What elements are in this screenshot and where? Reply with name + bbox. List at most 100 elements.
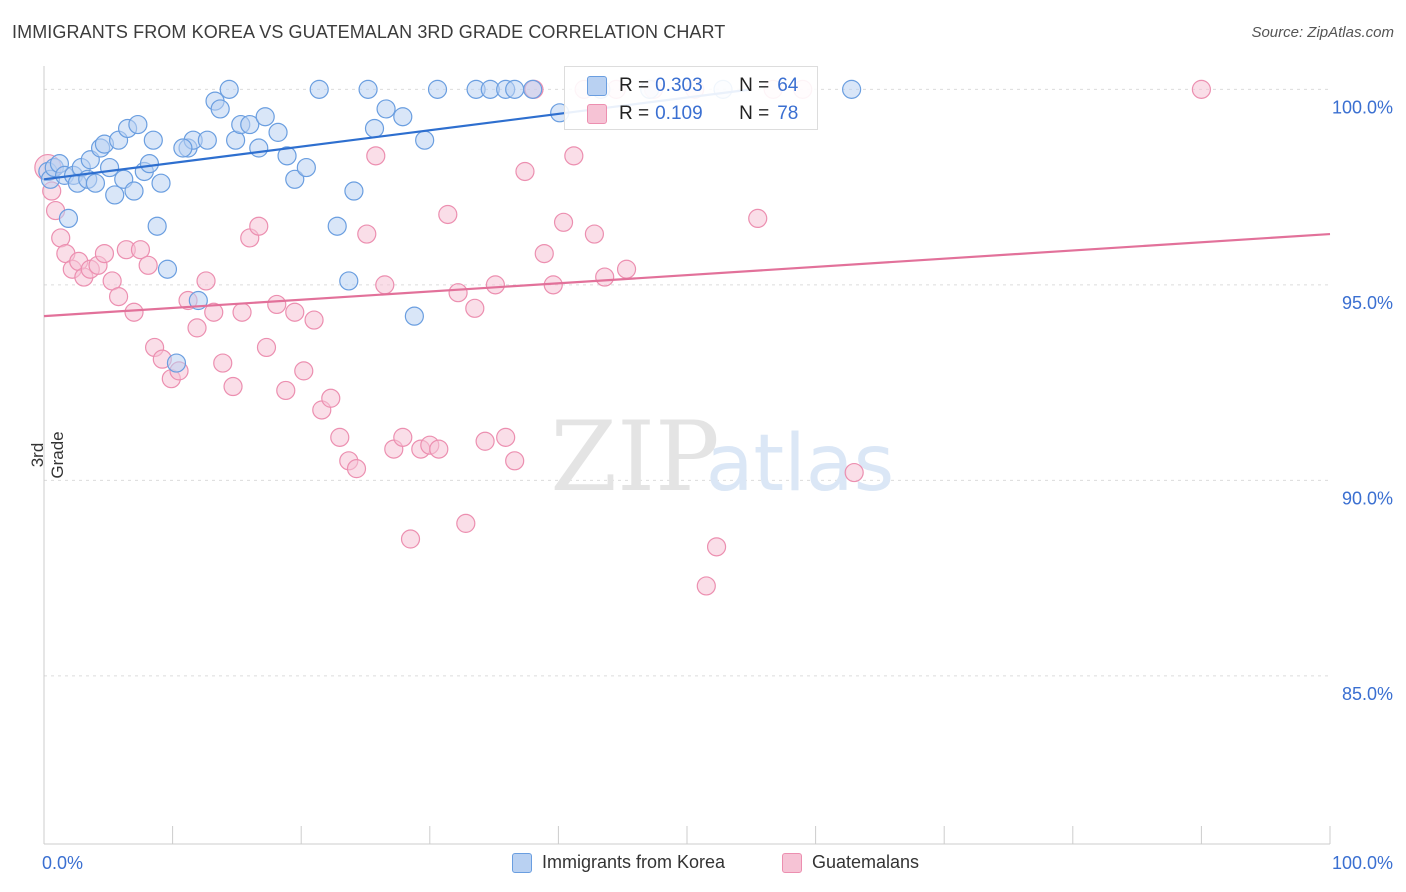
point-korea [240, 114, 260, 135]
point-guatemalan [505, 451, 525, 471]
point-guatemalan [448, 283, 468, 303]
point-guatemalan [321, 388, 341, 408]
point-guatemalan [223, 376, 243, 397]
legend-item-korea: Immigrants from Korea [512, 852, 725, 873]
legend-label-guatemalans: Guatemalans [812, 852, 920, 872]
series-guatemalans [34, 79, 1212, 596]
point-korea [344, 181, 364, 201]
chart-title: IMMIGRANTS FROM KOREA VS GUATEMALAN 3RD … [12, 22, 726, 42]
y-tick-label: 95.0% [1342, 293, 1393, 313]
point-guatemalan [564, 146, 584, 166]
point-korea [139, 154, 160, 174]
point-guatemalan [595, 267, 615, 287]
point-guatemalan [213, 353, 233, 373]
point-korea [219, 79, 239, 99]
point-guatemalan [485, 275, 505, 295]
point-guatemalan [456, 513, 476, 533]
source-label: Source: ZipAtlas.com [1251, 24, 1394, 41]
point-korea [277, 146, 297, 166]
point-guatemalan [285, 302, 305, 322]
legend-swatch-guatemalans [587, 104, 607, 124]
point-guatemalan [196, 271, 216, 291]
legend-swatch-guatemalans [782, 852, 802, 873]
watermark-atlas: atlas [706, 419, 895, 509]
point-guatemalan [515, 161, 535, 182]
point-korea [327, 216, 347, 236]
point-guatemalan [108, 287, 129, 307]
point-korea [58, 208, 79, 228]
point-korea [505, 79, 525, 99]
point-korea [105, 185, 125, 205]
r-label: R = [619, 103, 650, 124]
point-korea [268, 122, 288, 142]
point-korea [249, 138, 269, 158]
point-guatemalan [94, 243, 115, 264]
point-guatemalan [357, 224, 377, 244]
point-korea [309, 79, 329, 99]
point-guatemalan [844, 462, 864, 483]
point-korea [427, 79, 448, 99]
legend-row-guatemalans: R = 0.109 N = 78 [565, 99, 798, 129]
point-guatemalan [187, 318, 207, 338]
point-korea [296, 157, 316, 178]
point-guatemalan [204, 302, 224, 322]
point-korea [147, 216, 167, 236]
point-guatemalan [393, 427, 413, 447]
point-guatemalan [249, 216, 269, 236]
point-guatemalan [256, 337, 277, 358]
point-korea [157, 259, 178, 279]
point-korea [85, 173, 106, 193]
point-guatemalan [465, 298, 485, 318]
point-korea [364, 118, 385, 139]
point-guatemalan [496, 427, 516, 447]
point-guatemalan [429, 439, 449, 459]
point-korea [166, 353, 187, 373]
r-value: 0.109 [655, 103, 703, 124]
point-guatemalan [124, 302, 144, 322]
point-guatemalan [696, 576, 716, 596]
legend-item-guatemalans: Guatemalans [782, 852, 919, 873]
y-tick-label: 100.0% [1332, 97, 1393, 117]
point-korea [151, 173, 171, 193]
point-guatemalan [330, 427, 350, 447]
legend-row-korea: R = 0.303 N = 64 [565, 71, 798, 101]
y-tick-label: 90.0% [1342, 488, 1393, 508]
point-guatemalan [748, 208, 768, 228]
point-guatemalan [475, 431, 495, 451]
point-korea [376, 99, 396, 119]
point-korea [339, 271, 359, 291]
r-value: 0.303 [655, 75, 703, 96]
point-guatemalan [138, 255, 158, 275]
point-guatemalan [130, 240, 151, 260]
point-guatemalan [400, 529, 421, 549]
point-guatemalan [438, 204, 458, 225]
point-guatemalan [346, 459, 367, 479]
grid-lines [44, 88, 1330, 677]
point-korea [285, 169, 305, 189]
n-label: N = [739, 103, 770, 124]
trend-line-guatemalans [43, 232, 1331, 318]
legend-swatch-korea [512, 852, 532, 873]
point-guatemalan [267, 294, 287, 315]
y-tick-label: 85.0% [1342, 684, 1393, 704]
point-guatemalan [294, 361, 314, 381]
point-korea [842, 79, 862, 99]
point-guatemalan [584, 224, 605, 244]
point-korea [415, 130, 435, 150]
correlation-legend: R = 0.303 N = 64 R = 0.109 N = 78 [564, 66, 818, 130]
point-korea [197, 130, 217, 150]
n-value: 78 [777, 103, 799, 124]
point-guatemalan [276, 380, 296, 401]
point-korea [128, 114, 148, 135]
point-guatemalan [232, 302, 252, 322]
point-korea [173, 138, 193, 158]
point-korea [404, 306, 424, 326]
watermark: ZIP atlas [550, 401, 894, 513]
x-tick-label-min: 0.0% [42, 853, 83, 873]
point-guatemalan [375, 275, 395, 295]
point-korea [124, 181, 144, 201]
point-guatemalan [534, 243, 554, 264]
point-guatemalan [304, 310, 324, 330]
point-guatemalan [553, 212, 574, 232]
